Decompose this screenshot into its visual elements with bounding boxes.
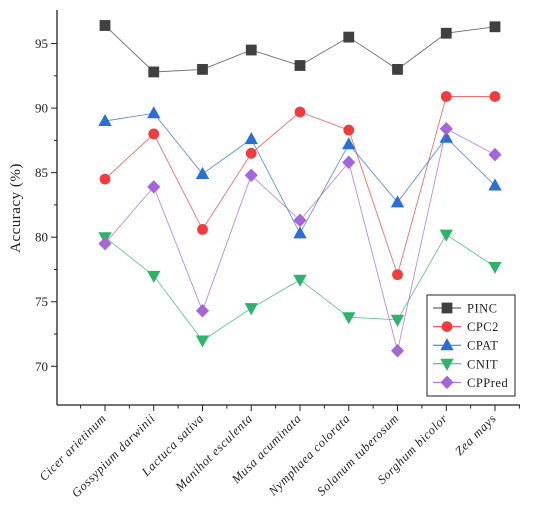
series-cnit — [98, 229, 502, 348]
data-point-cpc2 — [197, 224, 208, 235]
data-point-cppred — [147, 180, 161, 194]
series-layer — [98, 20, 502, 358]
data-point-pinc — [489, 21, 501, 33]
data-point-cppred — [390, 344, 405, 358]
y-tick-label: 85 — [35, 165, 48, 180]
x-tick-label: Nymphaea colorata — [265, 411, 353, 499]
x-tick-label: Gossypium darwinii — [69, 411, 158, 500]
series-line-cpc2 — [104, 96, 495, 277]
data-point-cnit — [390, 314, 405, 327]
data-point-cpc2 — [489, 91, 501, 102]
data-point-cpc2 — [294, 106, 306, 118]
data-point-cpat — [342, 137, 356, 150]
data-point-cppred — [488, 147, 502, 162]
data-point-pinc — [294, 60, 306, 71]
y-tick-label: 95 — [35, 36, 48, 51]
data-point-cnit — [439, 229, 453, 242]
data-point-cpat — [390, 195, 405, 208]
data-point-cpc2 — [245, 147, 257, 159]
data-point-pinc — [197, 63, 208, 75]
data-point-cpat — [98, 113, 112, 127]
data-point-cpat — [293, 226, 307, 239]
data-point-cpat — [439, 130, 453, 143]
data-point-pinc — [440, 27, 452, 39]
legend-marker-cpc2 — [441, 321, 453, 333]
data-point-cpat — [195, 166, 210, 179]
data-point-cnit — [147, 270, 161, 283]
data-point-cnit — [488, 261, 502, 274]
data-point-cppred — [195, 303, 210, 318]
legend-marker-cppred — [440, 375, 454, 390]
data-point-pinc — [148, 66, 160, 78]
data-point-cnit — [342, 312, 356, 325]
data-point-cpat — [244, 132, 258, 145]
data-point-pinc — [99, 20, 111, 31]
data-point-pinc — [245, 44, 257, 56]
series-cppred — [98, 121, 502, 358]
data-point-cpc2 — [392, 269, 403, 281]
legend-label-cppred: CPPred — [467, 376, 508, 390]
legend-label-cpat: CPAT — [467, 339, 498, 353]
data-point-pinc — [392, 63, 403, 75]
data-point-cppred — [98, 236, 112, 251]
legend-label-pinc: PINC — [467, 302, 497, 316]
data-point-cpat — [488, 178, 502, 191]
y-tick-label: 80 — [35, 230, 48, 245]
legend-label-cpc2: CPC2 — [467, 320, 499, 334]
data-point-cpc2 — [99, 173, 111, 185]
data-point-cnit — [195, 335, 210, 348]
legend-marker-cnit — [440, 358, 454, 371]
data-point-cpc2 — [440, 91, 452, 102]
y-ticks: 70 75 80 85 90 95 — [35, 36, 57, 374]
series-cpc2 — [99, 91, 501, 281]
data-point-cppred — [244, 168, 258, 183]
data-point-cnit — [293, 274, 307, 287]
y-tick-label: 70 — [35, 359, 48, 374]
data-point-cppred — [439, 121, 453, 136]
data-point-cppred — [293, 213, 307, 228]
x-tick-label: Solanum tuberosum — [314, 411, 401, 498]
legend: PINC CPC2 CPAT CNIT CPPred — [426, 294, 516, 397]
y-tick-label: 75 — [35, 294, 48, 309]
x-tick-label: Zea mays — [452, 411, 499, 458]
data-point-cpc2 — [148, 128, 160, 140]
y-axis-label: Accuracy (%) — [8, 163, 24, 253]
legend-marker-cpat — [440, 338, 454, 351]
data-point-pinc — [343, 31, 355, 43]
data-point-cpc2 — [343, 124, 355, 136]
legend-marker-pinc — [441, 302, 453, 314]
series-pinc — [99, 20, 501, 78]
data-point-cnit — [244, 303, 258, 316]
series-cpat — [98, 106, 502, 239]
data-point-cppred — [342, 155, 356, 170]
data-point-cpat — [147, 106, 161, 119]
legend-label-cnit: CNIT — [467, 357, 498, 371]
y-tick-label: 90 — [35, 101, 48, 116]
